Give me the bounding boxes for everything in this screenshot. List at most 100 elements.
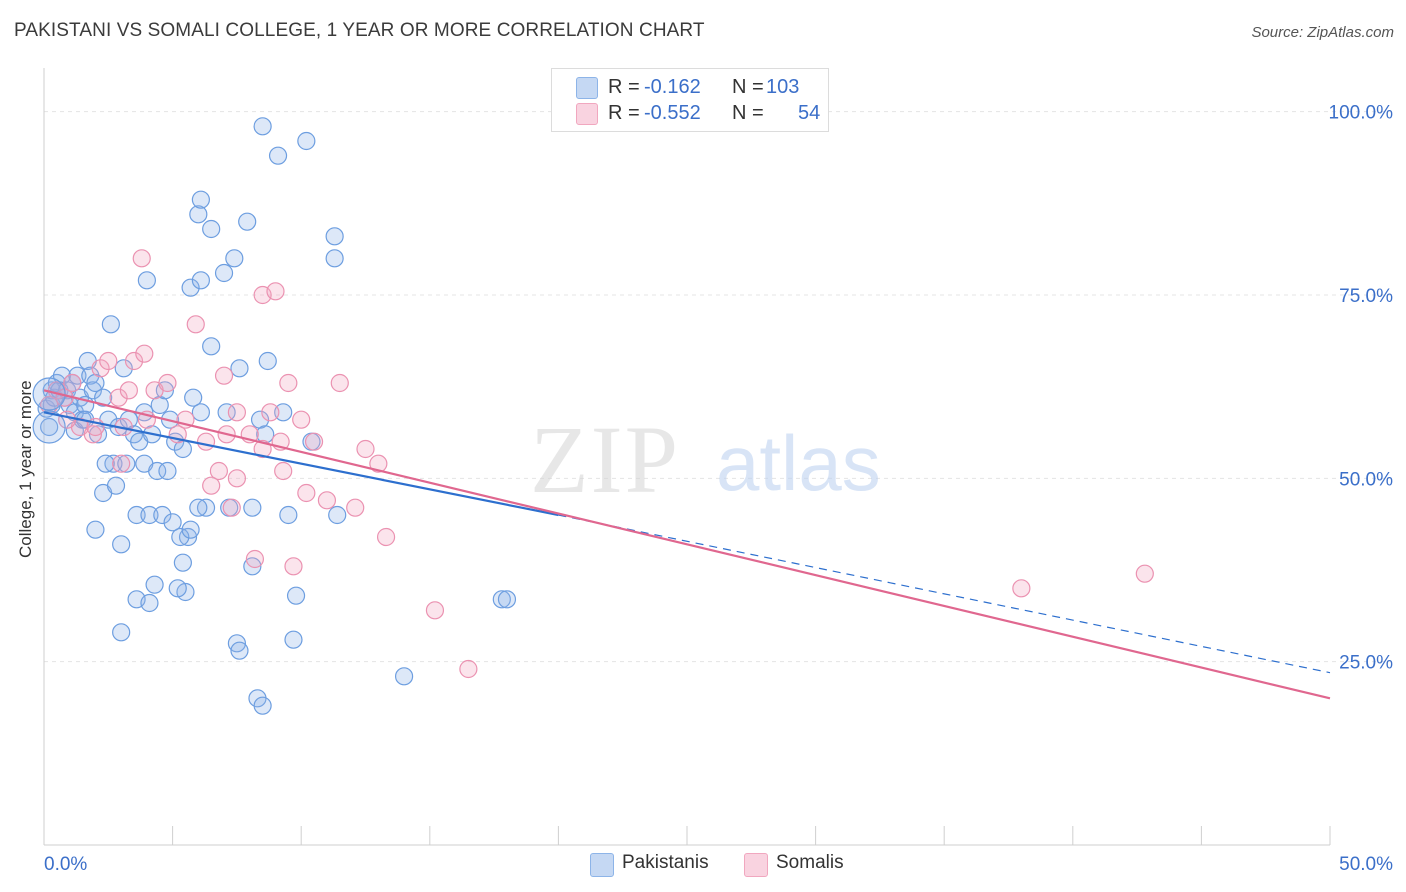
- pakistani-point: [191, 271, 210, 290]
- somali-point: [292, 410, 311, 429]
- pakistani-point: [106, 476, 126, 495]
- pakistani-point: [114, 359, 133, 378]
- pakistani-point: [268, 146, 288, 165]
- pakistani-point: [32, 410, 66, 444]
- pakistani-point: [191, 190, 210, 209]
- somali-point: [279, 373, 298, 393]
- y-tick-label-25: 25.0%: [1339, 653, 1393, 674]
- somali-point: [202, 476, 221, 495]
- pakistani-point: [189, 205, 208, 224]
- somali-point: [330, 373, 349, 393]
- pakistani-point: [145, 575, 164, 594]
- somali-point: [132, 249, 151, 268]
- pakistani-point: [178, 527, 198, 547]
- data-points: [32, 117, 1154, 715]
- pakistanis-r-value: -0.162: [644, 76, 701, 98]
- somali-point: [112, 454, 131, 473]
- somali-point: [245, 549, 265, 569]
- trend-lines: [43, 389, 1331, 700]
- y-tick-label-100: 100.0%: [1329, 103, 1394, 124]
- somali-point: [222, 498, 241, 517]
- somalis-legend-label: Somalis: [776, 852, 844, 873]
- pakistani-point: [189, 498, 208, 517]
- pakistani-point: [140, 593, 159, 613]
- somali-point: [124, 351, 144, 371]
- chart-title: PAKISTANI VS SOMALI COLLEGE, 1 YEAR OR M…: [14, 20, 705, 41]
- pakistani-point: [225, 249, 244, 268]
- somali-point: [186, 315, 205, 334]
- somali-point: [369, 454, 388, 473]
- somali-point: [297, 483, 316, 503]
- somali-point: [227, 469, 246, 488]
- somali-point: [346, 498, 365, 517]
- watermark-zip: ZIP: [530, 406, 680, 513]
- pakistani-point: [286, 586, 306, 605]
- source-credit: Source: ZipAtlas.com: [1251, 24, 1394, 41]
- somali-point: [91, 359, 110, 378]
- r-label: R =: [608, 102, 640, 124]
- pakistani-point: [325, 249, 344, 268]
- pakistani-point: [253, 117, 272, 136]
- somali-point: [376, 527, 396, 547]
- grid-lines: [44, 111, 1395, 663]
- pakistani-point: [258, 351, 277, 371]
- pakistanis-legend-label: Pakistanis: [622, 852, 709, 873]
- somali-point: [356, 439, 375, 459]
- somali-point: [214, 366, 234, 385]
- somali-point: [227, 403, 246, 422]
- pakistani-point: [253, 696, 272, 715]
- pakistani-point: [274, 403, 293, 422]
- pakistani-point: [284, 630, 303, 649]
- pakistani-point: [173, 553, 192, 572]
- pakistani-point: [214, 263, 234, 283]
- pakistani-point: [112, 535, 131, 554]
- stats-legend: R = -0.162 N = 103 R = -0.552 N = 54: [551, 68, 829, 132]
- somali-point: [135, 344, 154, 363]
- pakistani-point: [88, 425, 108, 444]
- somali-point: [425, 601, 445, 620]
- somali-point: [1135, 564, 1154, 583]
- somali-point: [304, 432, 324, 451]
- pakistani-point: [127, 505, 146, 525]
- pakistani-point: [101, 315, 120, 334]
- somali-point: [266, 282, 285, 301]
- pakistani-point: [279, 505, 298, 525]
- pakistani-point: [325, 227, 344, 246]
- somali-point: [284, 557, 303, 576]
- somali-point: [209, 461, 228, 481]
- pakistani-point: [243, 498, 262, 517]
- pakistanis-swatch: [576, 77, 598, 99]
- somalis-legend-swatch: [744, 853, 768, 877]
- pakistani-point: [96, 454, 115, 473]
- somalis-n-value: 54: [798, 102, 821, 124]
- pakistani-point: [202, 337, 221, 356]
- pakistani-point: [171, 527, 190, 547]
- pakistani-point: [86, 520, 105, 539]
- somali-point: [261, 403, 280, 422]
- pakistanis-legend-swatch: [590, 853, 614, 877]
- pakistani-point: [497, 590, 517, 609]
- pakistani-point: [83, 381, 102, 400]
- somali-point: [459, 659, 478, 679]
- pakistani-point: [230, 359, 249, 378]
- somali-point: [1012, 579, 1031, 598]
- somalis-trend-line: [43, 389, 1331, 700]
- pakistani-point: [32, 377, 66, 411]
- somali-point: [317, 491, 337, 510]
- somali-point: [119, 381, 138, 400]
- pakistani-point: [153, 505, 172, 525]
- pakistanis-trend-line: [43, 411, 559, 517]
- somali-point: [83, 425, 102, 444]
- somali-point: [274, 461, 293, 481]
- pakistani-point: [243, 557, 262, 576]
- pakistani-point: [184, 388, 203, 407]
- pakistani-point: [328, 505, 347, 525]
- pakistani-point: [227, 634, 246, 653]
- pakistani-point: [137, 271, 156, 290]
- somalis-swatch: [576, 103, 598, 125]
- pakistani-point: [191, 403, 210, 422]
- pakistani-point: [94, 388, 113, 407]
- pakistani-point: [297, 131, 316, 151]
- axes: [43, 68, 1331, 846]
